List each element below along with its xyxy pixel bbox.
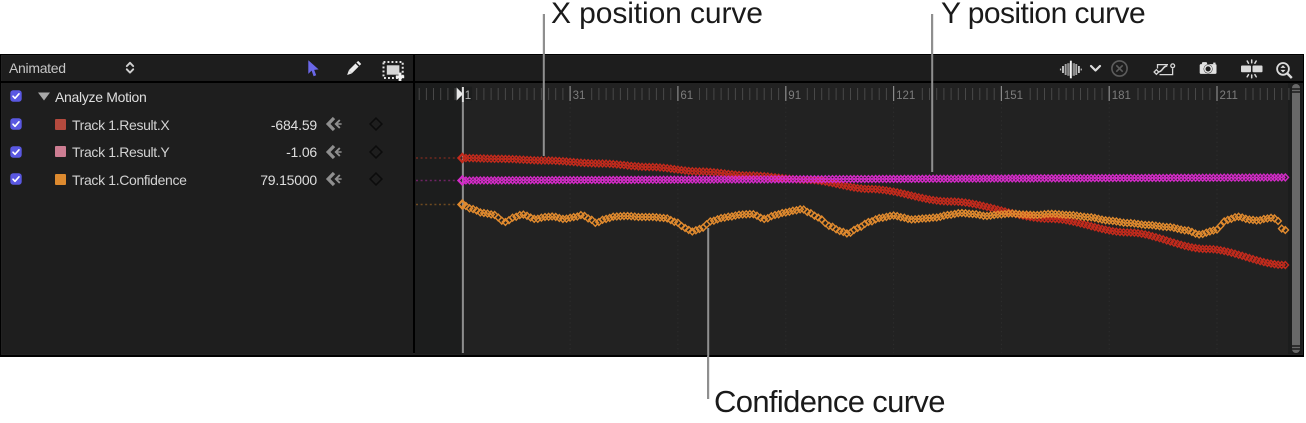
- svg-text:61: 61: [680, 90, 693, 102]
- svg-text:91: 91: [788, 90, 801, 102]
- svg-text:181: 181: [1112, 90, 1131, 102]
- svg-text:31: 31: [573, 90, 586, 102]
- svg-text:121: 121: [896, 90, 915, 102]
- svg-text:151: 151: [1004, 90, 1023, 102]
- svg-text:1: 1: [465, 90, 471, 102]
- svg-text:211: 211: [1220, 90, 1238, 102]
